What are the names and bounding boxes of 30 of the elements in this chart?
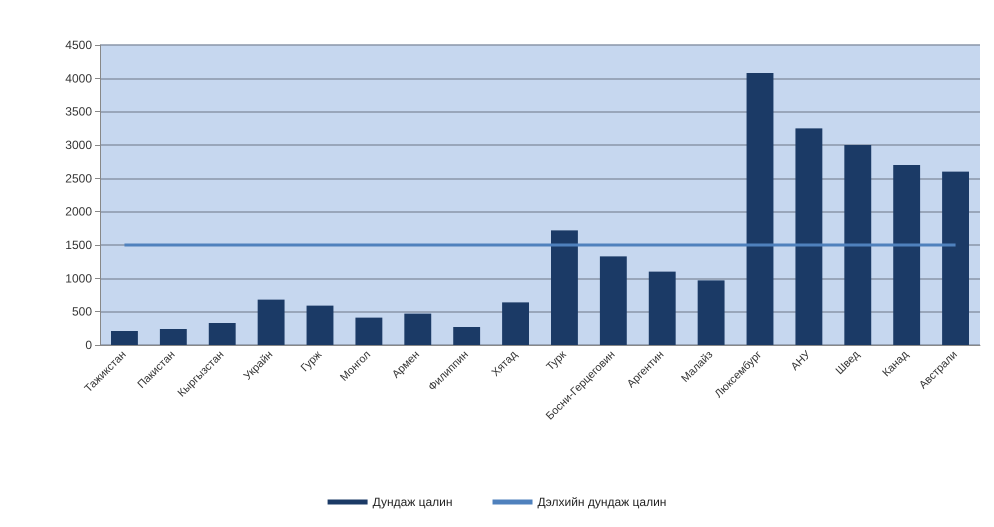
y-tick-label: 3000 bbox=[65, 138, 92, 152]
y-tick-label: 1000 bbox=[65, 271, 92, 286]
legend-label: Дундаж цалин bbox=[372, 495, 453, 509]
bar bbox=[208, 323, 236, 345]
bar bbox=[258, 300, 285, 345]
y-tick-label: 2500 bbox=[65, 171, 92, 186]
bar bbox=[160, 329, 187, 345]
bar bbox=[942, 172, 969, 345]
y-tick-label: 2000 bbox=[65, 204, 92, 219]
bar bbox=[795, 128, 822, 345]
bar bbox=[453, 327, 480, 345]
bar bbox=[355, 318, 382, 345]
y-tick-label: 3500 bbox=[65, 104, 92, 119]
bar bbox=[698, 280, 725, 345]
y-tick-label: 0 bbox=[85, 338, 92, 352]
bar bbox=[551, 230, 578, 345]
y-tick-label: 500 bbox=[72, 304, 92, 319]
bar bbox=[648, 272, 676, 345]
bar bbox=[844, 145, 872, 345]
bar bbox=[404, 314, 432, 345]
bar bbox=[893, 165, 920, 345]
bar bbox=[111, 331, 138, 345]
bar bbox=[306, 306, 334, 345]
bar bbox=[746, 73, 774, 345]
y-tick-label: 4000 bbox=[65, 71, 92, 86]
legend-label: Дэлхийн дундаж цалин bbox=[538, 495, 666, 509]
bar bbox=[600, 256, 627, 345]
bar bbox=[502, 302, 529, 345]
y-tick-label: 1500 bbox=[65, 238, 92, 252]
y-tick-label: 4500 bbox=[65, 38, 92, 52]
